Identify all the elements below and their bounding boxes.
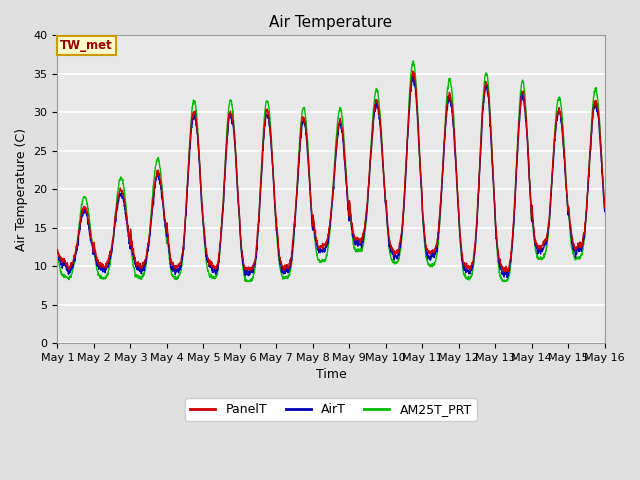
PanelT (347, 211, 355, 216)
AirT (553, 118, 561, 123)
PanelT (54, 247, 61, 252)
AM25T_PRT (410, 58, 417, 64)
PanelT (500, 269, 508, 275)
Line: AirT: AirT (58, 75, 605, 277)
AirT (568, 240, 576, 246)
PanelT (601, 205, 609, 211)
Line: PanelT: PanelT (58, 71, 605, 272)
AM25T_PRT (568, 245, 576, 251)
Title: Air Temperature: Air Temperature (269, 15, 392, 30)
Legend: PanelT, AirT, AM25T_PRT: PanelT, AirT, AM25T_PRT (186, 398, 477, 421)
AirT (206, 264, 214, 270)
AM25T_PRT (206, 273, 214, 279)
AirT (601, 209, 609, 215)
PanelT (568, 233, 576, 239)
AM25T_PRT (553, 105, 561, 111)
X-axis label: Time: Time (316, 368, 346, 381)
Line: AM25T_PRT: AM25T_PRT (58, 61, 605, 281)
PanelT (206, 261, 214, 266)
Text: TW_met: TW_met (60, 39, 113, 52)
AirT (359, 238, 367, 244)
AirT (410, 72, 417, 78)
PanelT (359, 232, 367, 238)
Y-axis label: Air Temperature (C): Air Temperature (C) (15, 128, 28, 251)
PanelT (553, 114, 561, 120)
AM25T_PRT (243, 278, 251, 284)
AM25T_PRT (359, 243, 367, 249)
AirT (347, 212, 355, 218)
PanelT (409, 68, 417, 74)
PanelT (490, 192, 498, 198)
AM25T_PRT (601, 205, 609, 211)
AirT (490, 192, 498, 198)
AM25T_PRT (491, 201, 499, 206)
AM25T_PRT (347, 221, 355, 227)
AirT (54, 252, 61, 258)
AirT (503, 275, 511, 280)
AM25T_PRT (54, 252, 61, 258)
